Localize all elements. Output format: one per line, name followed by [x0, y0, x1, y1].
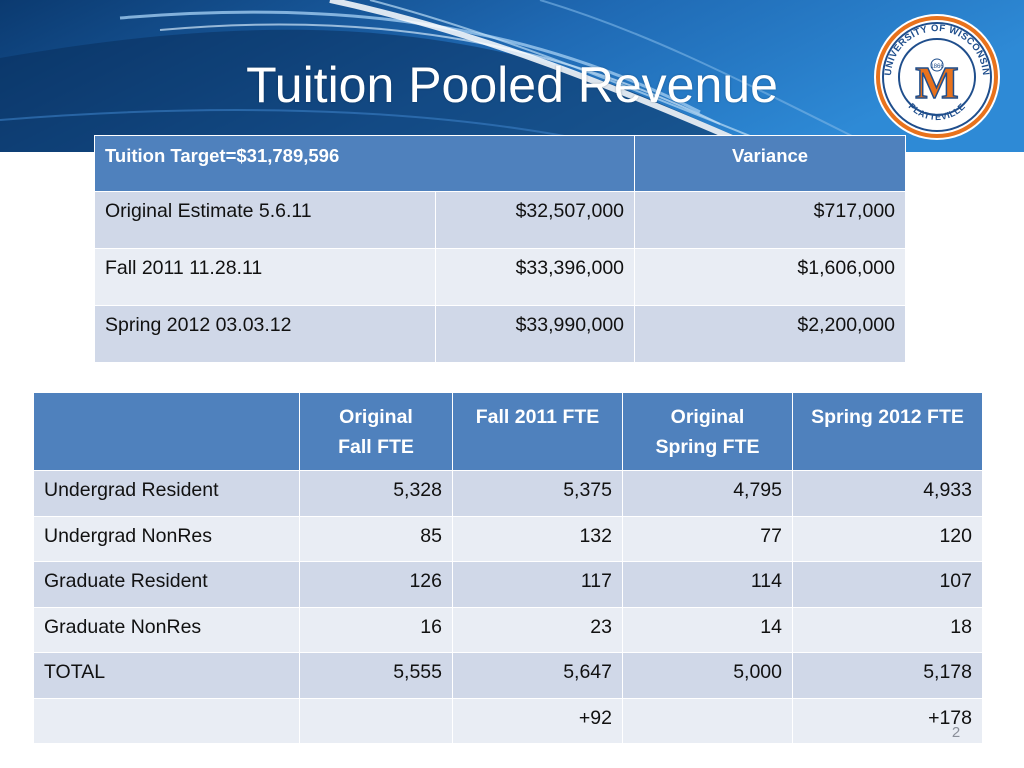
table-row: Undergrad Resident 5,328 5,375 4,795 4,9… — [33, 470, 983, 517]
tuition-target-table: Tuition Target=$31,789,596 Variance Orig… — [93, 135, 907, 363]
header-line: Spring FTE — [655, 436, 760, 458]
header-line: Original — [339, 406, 413, 428]
row-label: Graduate Resident — [33, 561, 300, 608]
fall-2011-cell: 23 — [452, 606, 623, 653]
fall-2011-cell: 5,375 — [452, 470, 623, 517]
original-fall-cell: 16 — [299, 606, 453, 653]
original-spring-cell: 4,795 — [622, 470, 793, 517]
table-row: Fall 2011 11.28.11 $33,396,000 $1,606,00… — [94, 248, 907, 306]
spring-2012-fte-header: Spring 2012 FTE — [792, 392, 983, 471]
slide-page-number: 2 — [951, 724, 961, 741]
university-seal-logo: UNIVERSITY OF WISCONSIN PLATTEVILLE M 18… — [874, 14, 1000, 140]
original-fall-cell: 85 — [299, 515, 453, 562]
spring-2012-change-cell: +178 — [792, 697, 983, 744]
amount-cell: $33,396,000 — [434, 248, 636, 306]
table-row-total: TOTAL 5,555 5,647 5,000 5,178 — [33, 652, 983, 699]
fall-2011-cell: 117 — [452, 561, 623, 608]
original-spring-cell: 5,000 — [622, 652, 793, 699]
table-row-change: +92 +178 — [33, 697, 983, 744]
amount-cell: $33,990,000 — [434, 305, 636, 363]
fall-2011-change-cell: +92 — [452, 697, 623, 744]
svg-text:1866: 1866 — [930, 64, 944, 70]
original-fall-cell: 5,555 — [299, 652, 453, 699]
banner-background — [0, 0, 1024, 152]
row-label — [33, 697, 300, 744]
table-header-row: Tuition Target=$31,789,596 Variance — [93, 135, 907, 192]
spring-2012-cell: 107 — [792, 561, 983, 608]
original-fall-cell: 5,328 — [299, 470, 453, 517]
original-spring-cell — [622, 697, 793, 744]
table-row: Original Estimate 5.6.11 $32,507,000 $71… — [94, 191, 907, 249]
tuition-target-header: Tuition Target=$31,789,596 — [93, 135, 636, 192]
variance-cell: $1,606,000 — [634, 248, 907, 306]
amount-cell: $32,507,000 — [434, 191, 636, 249]
fall-2011-fte-header: Fall 2011 FTE — [452, 392, 623, 471]
variance-header: Variance — [634, 135, 907, 192]
table-row: Graduate NonRes 16 23 14 18 — [33, 606, 983, 653]
row-label: Undergrad Resident — [33, 470, 300, 517]
table-header-row: Original Fall FTE Fall 2011 FTE Original… — [33, 392, 983, 471]
row-label: Fall 2011 11.28.11 — [94, 248, 436, 306]
variance-cell: $2,200,000 — [634, 305, 907, 363]
blank-header — [33, 392, 300, 471]
row-label: Graduate NonRes — [33, 606, 300, 653]
original-fall-fte-header: Original Fall FTE — [299, 392, 453, 471]
fall-2011-cell: 5,647 — [452, 652, 623, 699]
row-label: Undergrad NonRes — [33, 515, 300, 562]
fall-2011-cell: 132 — [452, 515, 623, 562]
title-banner: Tuition Pooled Revenue — [0, 0, 1024, 152]
table-row: Spring 2012 03.03.12 $33,990,000 $2,200,… — [94, 305, 907, 363]
original-spring-cell: 14 — [622, 606, 793, 653]
row-label: TOTAL — [33, 652, 300, 699]
spring-2012-cell: 120 — [792, 515, 983, 562]
slide-title: Tuition Pooled Revenue — [246, 57, 778, 113]
table-row: Undergrad NonRes 85 132 77 120 — [33, 515, 983, 562]
variance-cell: $717,000 — [634, 191, 907, 249]
header-line: Fall FTE — [338, 436, 414, 458]
spring-2012-cell: 18 — [792, 606, 983, 653]
table-row: Graduate Resident 126 117 114 107 — [33, 561, 983, 608]
row-label: Spring 2012 03.03.12 — [94, 305, 436, 363]
original-fall-cell: 126 — [299, 561, 453, 608]
header-line: Original — [670, 406, 745, 428]
original-spring-fte-header: Original Spring FTE — [622, 392, 793, 471]
spring-2012-cell: 5,178 — [792, 652, 983, 699]
original-fall-cell — [299, 697, 453, 744]
spring-2012-cell: 4,933 — [792, 470, 983, 517]
row-label: Original Estimate 5.6.11 — [94, 191, 436, 249]
fte-comparison-table: Original Fall FTE Fall 2011 FTE Original… — [33, 392, 983, 744]
original-spring-cell: 77 — [622, 515, 793, 562]
original-spring-cell: 114 — [622, 561, 793, 608]
